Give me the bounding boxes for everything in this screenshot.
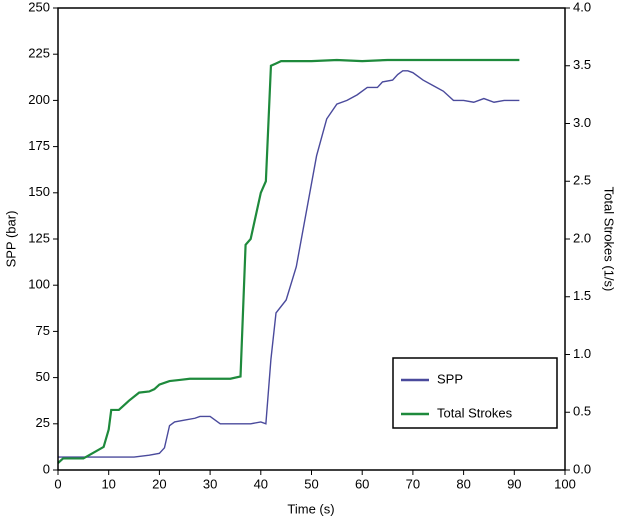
y-tick-label: 175 xyxy=(28,138,50,153)
line xyxy=(57,58,520,464)
y-tick-label: 75 xyxy=(36,323,50,338)
y2-tick-label: 3.0 xyxy=(573,115,591,130)
y-axis-label: SPP (bar) xyxy=(3,211,18,268)
y2-tick-label: 3.5 xyxy=(573,57,591,72)
y-tick-label: 250 xyxy=(28,0,50,14)
y2-tick-label: 2.0 xyxy=(573,230,591,245)
y-tick-label: 125 xyxy=(28,230,50,245)
x-tick-label: 10 xyxy=(101,476,115,491)
x-tick-label: 100 xyxy=(554,476,576,491)
y2-tick-label: 2.5 xyxy=(573,173,591,188)
x-tick-label: 40 xyxy=(254,476,268,491)
y-tick-label: 225 xyxy=(28,46,50,61)
y-tick-label: 100 xyxy=(28,277,50,292)
legend-label: SPP xyxy=(437,371,463,386)
y-tick-label: 0 xyxy=(43,461,50,476)
y2-tick-label: 1.0 xyxy=(573,346,591,361)
y2-tick-label: 4.0 xyxy=(573,0,591,14)
x-axis-label: Time (s) xyxy=(287,501,334,516)
y-tick-label: 200 xyxy=(28,92,50,107)
y2-tick-label: 1.5 xyxy=(573,288,591,303)
x-tick-label: 80 xyxy=(456,476,470,491)
y-tick-label: 25 xyxy=(36,415,50,430)
y2-tick-label: 0.5 xyxy=(573,404,591,419)
y-tick-label: 150 xyxy=(28,184,50,199)
x-tick-label: 50 xyxy=(304,476,318,491)
legend-box xyxy=(392,357,558,429)
legend-label: Total Strokes xyxy=(437,405,513,420)
x-tick-label: 60 xyxy=(355,476,369,491)
x-tick-label: 30 xyxy=(203,476,217,491)
x-tick-label: 20 xyxy=(152,476,166,491)
x-tick-label: 90 xyxy=(507,476,521,491)
line xyxy=(58,70,520,458)
y2-tick-label: 0.0 xyxy=(573,461,591,476)
y-tick-label: 50 xyxy=(36,369,50,384)
y2-axis-label: Total Strokes (1/s) xyxy=(602,187,617,292)
x-tick-label: 0 xyxy=(54,476,61,491)
x-tick-label: 70 xyxy=(406,476,420,491)
plot-frame xyxy=(57,7,566,471)
